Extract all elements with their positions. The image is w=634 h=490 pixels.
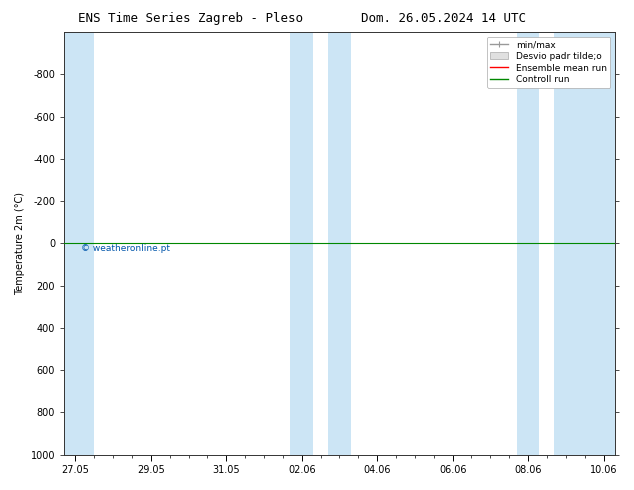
Legend: min/max, Desvio padr tilde;o, Ensemble mean run, Controll run: min/max, Desvio padr tilde;o, Ensemble m… <box>487 37 611 88</box>
Bar <box>555 32 615 455</box>
Text: Dom. 26.05.2024 14 UTC: Dom. 26.05.2024 14 UTC <box>361 12 526 25</box>
Bar <box>328 32 351 455</box>
Bar <box>517 32 540 455</box>
Bar <box>64 32 94 455</box>
Text: ENS Time Series Zagreb - Pleso: ENS Time Series Zagreb - Pleso <box>78 12 302 25</box>
Text: © weatheronline.pt: © weatheronline.pt <box>81 245 170 253</box>
Bar <box>290 32 313 455</box>
Y-axis label: Temperature 2m (°C): Temperature 2m (°C) <box>15 192 25 295</box>
